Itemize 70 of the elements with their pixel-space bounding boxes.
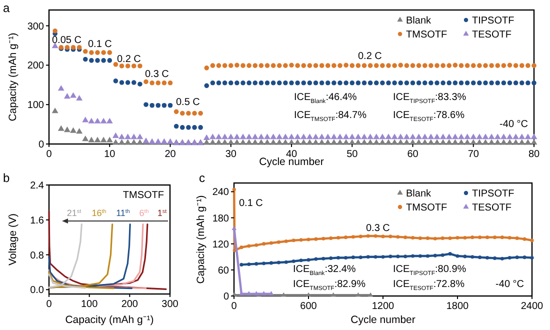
y-tick-label: 120 [212,239,230,250]
series-label: 6$^{th}$ [139,208,149,218]
y-tick-label: 0 [223,292,230,302]
y-tick-label: 240 [212,187,230,198]
y-axis-title: Voltage (V) [6,214,19,266]
x-tick-label: 30 [225,149,237,160]
series-label: 1$^{st}$ [157,208,168,218]
annotation: 0.3 C [145,69,169,80]
annotation: 0.05 C [52,35,82,46]
chart-title: c [199,171,205,185]
annotation: ICE$_{TMSOTF}$:82.9% [293,279,366,292]
y-tick-label: 200 [27,60,44,72]
x-tick-label: 70 [468,149,480,160]
legend-label: TIPSOTF [472,188,514,200]
annotation: TMSOTF [122,190,164,201]
y-tick-label: 0.0 [30,285,44,296]
x-tick-label: 200 [121,299,138,310]
legend-label: TIPSOTF [472,16,514,26]
annotation: ICE$_{TESOTF}$:78.6% [393,110,465,123]
x-axis-title: Capacity (mAh g⁻¹) [65,314,154,326]
y-axis-title: Capacity (mAh g⁻¹) [6,32,19,122]
y-axis-title: Capacity (mAh g⁻¹) [194,195,207,284]
y-tick-label: 60 [218,265,230,276]
x-tick-label: 0 [46,149,52,160]
annotation: 0.2 C [117,54,141,65]
x-tick-label: 10 [104,149,116,160]
y-tick-label: 0 [38,140,44,150]
annotation: ICE$_{Blank}$:46.4% [294,92,357,105]
x-axis-title: Cycle number [350,314,416,326]
legend-label: Blank [406,188,432,200]
x-tick-label: 600 [300,301,318,312]
series-label: 21$^{st}$ [66,208,82,218]
legend-label: TMSOTF [406,30,448,40]
annotation: -40 °C [496,279,524,290]
series-label: 16$^{th}$ [92,208,106,218]
annotation: ICE$_{TIPSOTF}$:83.3% [393,92,466,105]
x-tick-label: 80 [528,149,540,160]
annotation: -40 °C [500,119,528,130]
legend-label: TESOTF [472,202,512,214]
x-tick-label: 0 [46,299,52,310]
x-tick-label: 300 [162,299,179,310]
y-tick-label: 0.8 [30,250,44,262]
annotation: ICE$_{Blank}$:32.4% [293,264,356,277]
x-tick-label: 100 [80,299,98,310]
y-tick-label: 100 [27,100,44,112]
series-label: 11$^{th}$ [116,208,130,218]
legend-label: TESOTF [472,30,512,40]
legend-label: Blank [406,16,432,26]
annotation: 0.2 C [358,51,382,62]
y-tick-label: 180 [212,213,230,224]
annotation: ICE$_{TMSOTF}$:84.7% [294,110,367,123]
annotation: 0.3 C [366,223,390,234]
y-tick-label: 1.6 [30,215,44,226]
annotation: 0.1 C [88,39,112,50]
legend-label: TMSOTF [406,202,448,214]
annotation: 0.5 C [176,97,200,108]
x-tick-label: 60 [407,149,419,160]
y-tick-label: 300 [27,21,44,32]
chart-title: a [3,1,10,15]
annotation: 0.1 C [239,198,263,209]
chart-title: b [3,171,10,185]
x-tick-label: 1200 [372,301,395,312]
x-tick-label: 2400 [520,301,544,312]
x-tick-label: 0 [231,301,238,312]
x-tick-label: 1800 [446,301,470,312]
annotation: ICE$_{TIPSOTF}$:80.9% [393,264,466,277]
y-tick-label: 2.4 [30,180,44,192]
x-tick-label: 20 [164,149,176,160]
x-tick-label: 50 [346,149,358,160]
annotation: ICE$_{TESOTF}$:72.8% [393,279,465,292]
